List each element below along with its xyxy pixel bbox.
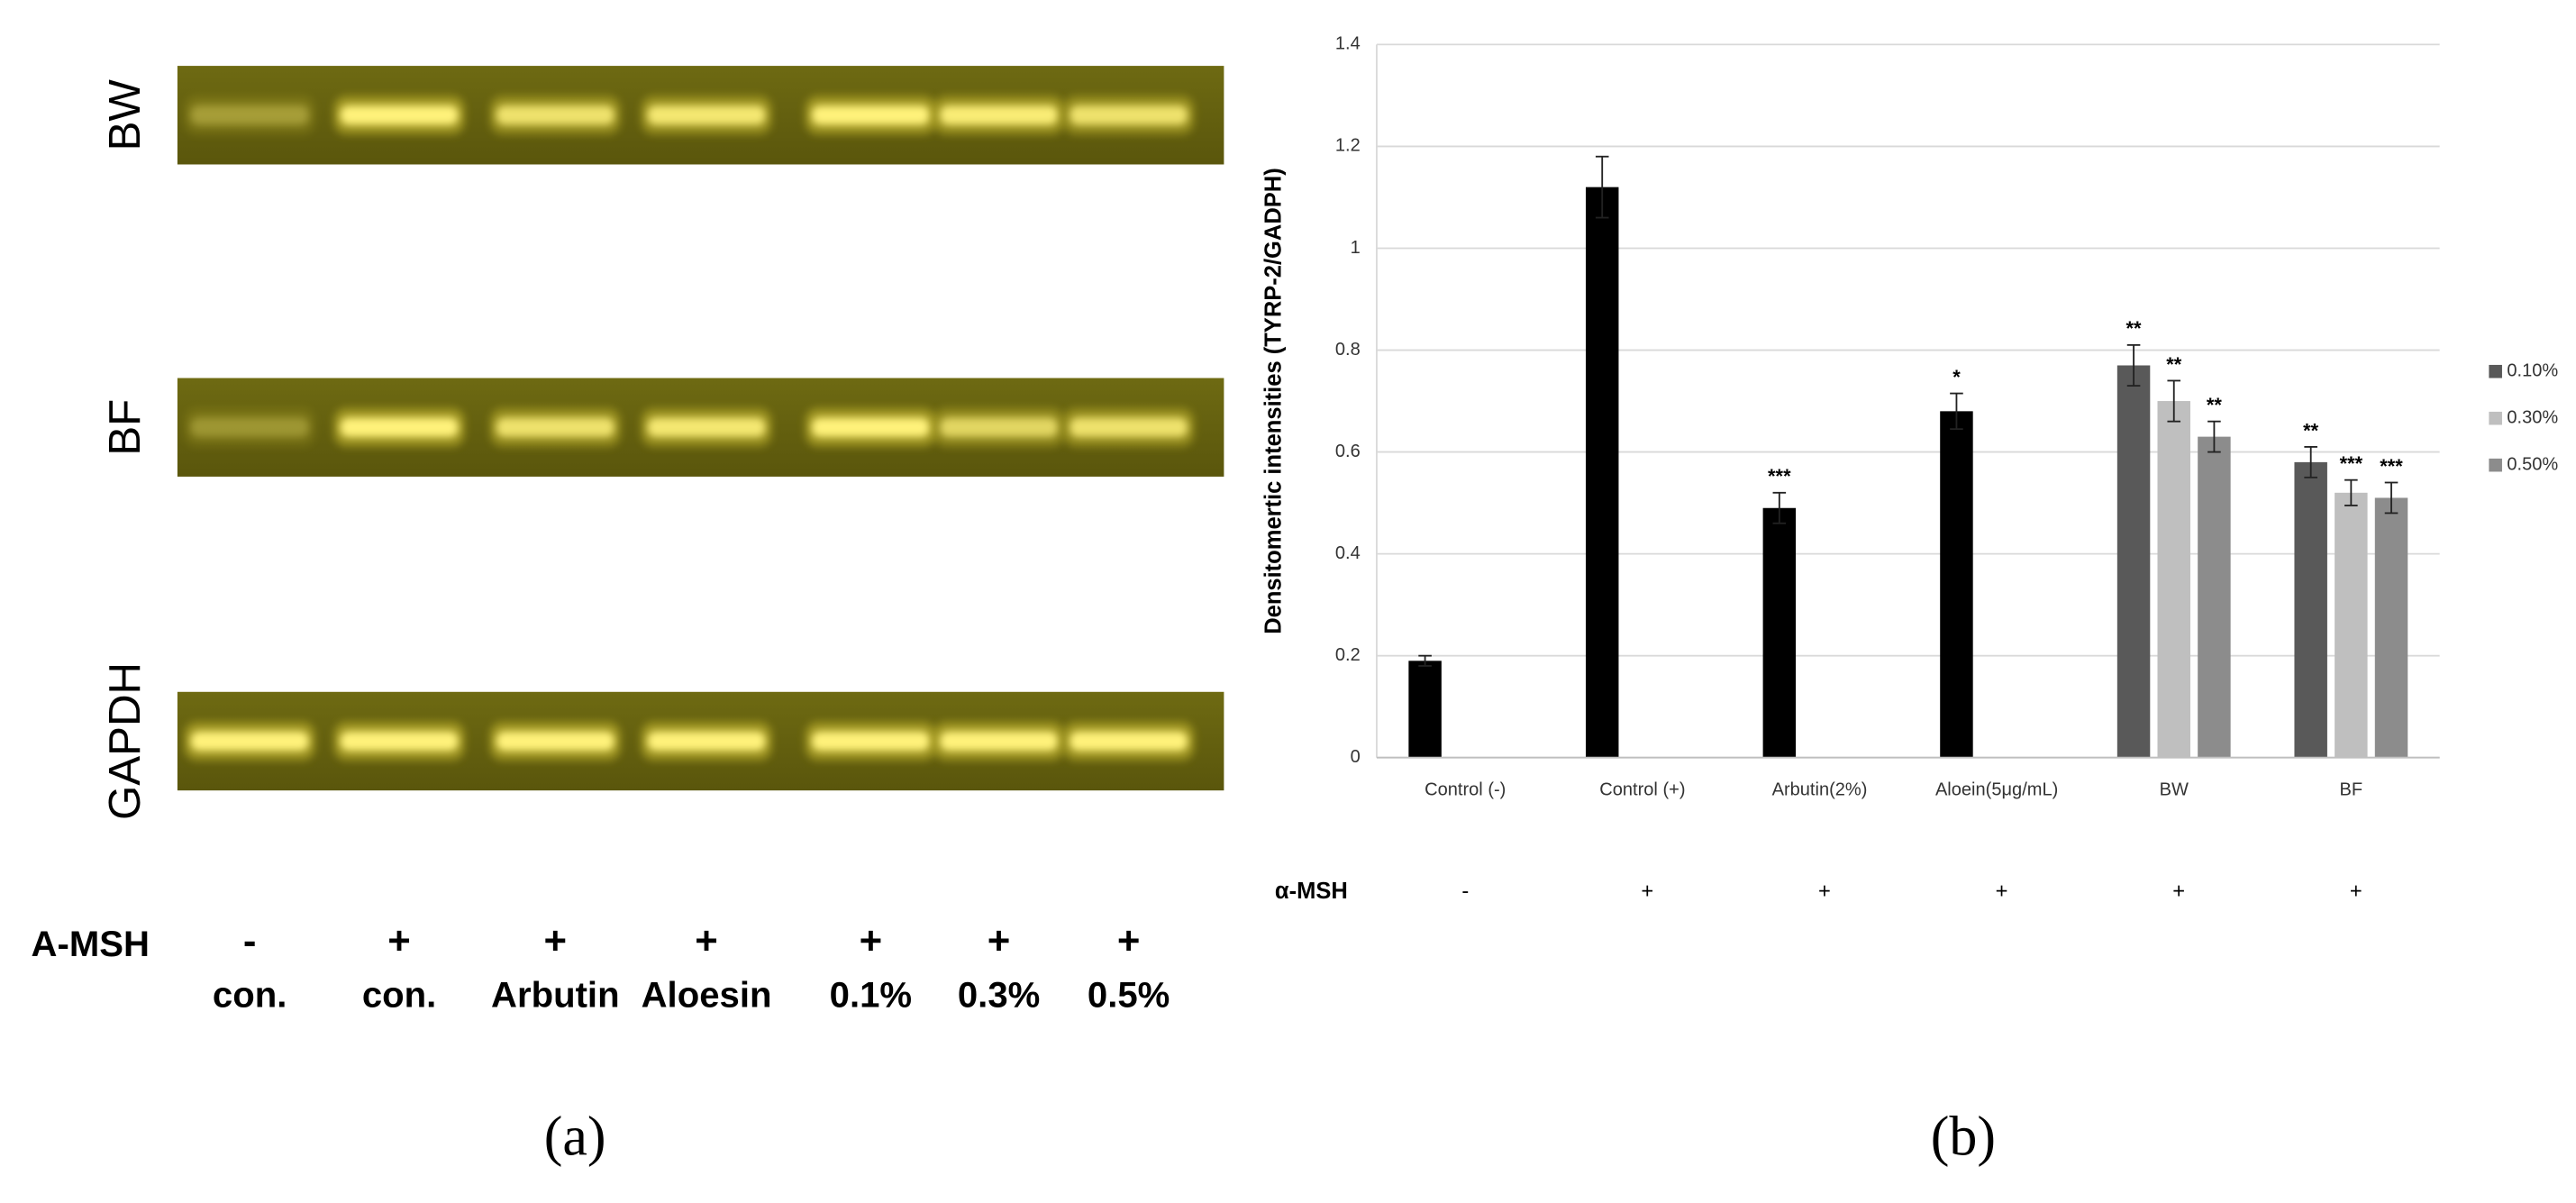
gel-band (190, 105, 309, 125)
treatment-sign: + (1996, 879, 2008, 903)
lane-label: 0.3% (958, 976, 1040, 1016)
lane-label: Aloesin (642, 976, 772, 1016)
legend-swatch (2489, 411, 2502, 425)
treatment-sign: + (387, 918, 411, 962)
legend-label: 0.10% (2507, 361, 2558, 381)
legend-swatch (2489, 458, 2502, 472)
treatment-sign: + (988, 918, 1011, 962)
treatment-sign: + (2172, 879, 2185, 903)
y-tick-label: 0 (1351, 747, 1361, 767)
treatment-sign: + (1117, 918, 1141, 962)
x-tick-label: Aloein(5μg/mL) (1935, 779, 2058, 799)
gel-band (496, 417, 614, 438)
gel-band (1069, 105, 1188, 125)
treatment-sign: + (544, 918, 568, 962)
significance: *** (1768, 465, 1791, 488)
gel-band (939, 731, 1059, 752)
legend-label: 0.30% (2507, 407, 2558, 427)
treatment-sign: + (1818, 879, 1831, 903)
x-tick-label: Control (+) (1599, 779, 1685, 799)
bar (1940, 411, 1973, 758)
gel-band (647, 105, 766, 125)
legend-label: 0.50% (2507, 454, 2558, 474)
x-tick-label: Control (-) (1425, 779, 1506, 799)
gel-band (811, 105, 931, 125)
significance: ** (2303, 419, 2319, 442)
gel-panel: BW BF GAPDH A-MSH - + + + + + + con. con. Arbutin Aloe… (32, 66, 1224, 1016)
bar (2374, 497, 2408, 758)
lane-label: 0.1% (830, 976, 912, 1016)
treatment-sign: + (1641, 879, 1653, 903)
treatment-sign: + (695, 918, 718, 962)
bar (1762, 507, 1797, 758)
y-tick-label: 1.4 (1335, 34, 1361, 54)
gel-band (939, 105, 1059, 125)
treatment-sign: - (243, 918, 257, 962)
y-tick-label: 0.4 (1335, 543, 1361, 563)
significance: ** (2207, 394, 2223, 416)
treatment-label: A-MSH (32, 925, 150, 964)
y-tick-label: 0.6 (1335, 442, 1361, 461)
lane-label: 0.5% (1088, 976, 1170, 1016)
bar (2294, 461, 2327, 758)
gel-band (340, 417, 459, 438)
gel-row-label: BF (100, 399, 150, 456)
treatment-sign: + (860, 918, 883, 962)
treatment-sign: + (2350, 879, 2362, 903)
gel-band (939, 417, 1059, 438)
gel-band (811, 731, 931, 752)
gel-band (190, 417, 309, 438)
gel-band (340, 105, 459, 125)
y-axis-label: Densitomertic intensities (TYRP-2/GADPH) (1261, 168, 1287, 634)
chart: 0 0.2 0.4 0.6 0.8 1 1.2 1.4 Densitomertic intens… (1261, 34, 2559, 904)
panel-label: (a) (544, 1107, 606, 1168)
bar (2116, 365, 2151, 758)
y-tick-label: 0.8 (1335, 340, 1361, 360)
x-tick-label: BF (2340, 779, 2363, 799)
lane-label: con. (213, 976, 287, 1016)
gel-band (340, 731, 459, 752)
gel-band (190, 731, 309, 752)
panel-label: (b) (1931, 1107, 1996, 1168)
gel-band (647, 417, 766, 438)
treatment-sign: - (1461, 879, 1469, 903)
y-tick-label: 1.2 (1335, 136, 1361, 156)
significance: ** (2166, 353, 2182, 376)
lane-label: con. (362, 976, 436, 1016)
gel-band (647, 731, 766, 752)
x-tick-label: Arbutin(2%) (1772, 779, 1868, 799)
gel-band (1069, 731, 1188, 752)
significance: *** (2340, 452, 2363, 475)
bar (2335, 492, 2368, 758)
gel-band (811, 417, 931, 438)
gel-band (496, 105, 614, 125)
bar (1408, 661, 1442, 758)
y-tick-label: 1 (1351, 238, 1361, 258)
significance: * (1952, 366, 1961, 388)
treatment-label: α-MSH (1275, 879, 1348, 904)
lane-label: Arbutin (491, 976, 620, 1016)
x-tick-label: BW (2160, 779, 2189, 799)
bar (1585, 187, 1619, 758)
significance: *** (2380, 455, 2403, 478)
bar (2157, 401, 2190, 758)
gel-row-label: GAPDH (100, 662, 150, 820)
bar (2198, 436, 2231, 758)
gel-row-label: BW (100, 79, 150, 151)
legend-swatch (2489, 364, 2502, 378)
significance: ** (2126, 317, 2143, 340)
gel-band (1069, 417, 1188, 438)
gel-band (496, 731, 614, 752)
y-tick-label: 0.2 (1335, 645, 1361, 665)
